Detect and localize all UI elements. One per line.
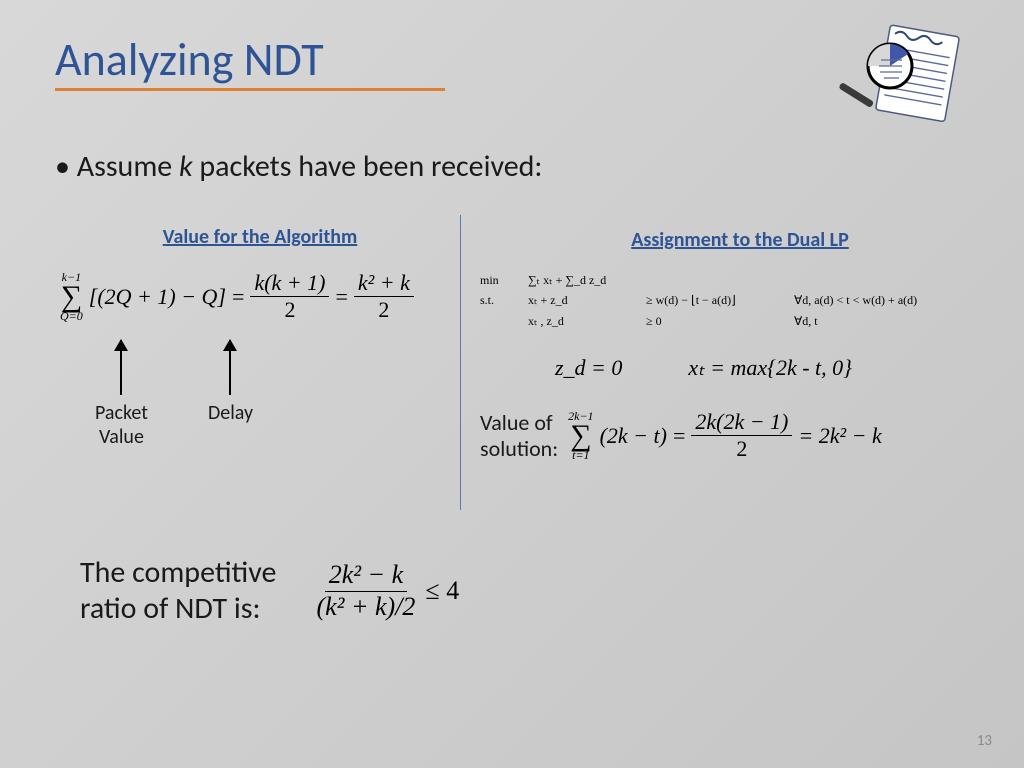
left-column: Value for the Algorithm k−1 ∑ Q=0 [(2Q +… bbox=[60, 225, 460, 322]
right-column: Assignment to the Dual LP min ∑ₜ xₜ + ∑_… bbox=[480, 228, 1000, 331]
bottom-text: The competitive ratio of NDT is: bbox=[80, 555, 276, 627]
bullet-assume: Assume k packets have been received: bbox=[55, 148, 542, 185]
page-number: 13 bbox=[977, 732, 992, 750]
cr-den: (k² + k)/2 bbox=[316, 592, 415, 622]
left-heading: Value for the Algorithm bbox=[60, 225, 460, 249]
zd: z_d = 0 bbox=[555, 355, 622, 380]
vs-tail: = 2k² − k bbox=[798, 423, 881, 449]
frac2-num: k² + k bbox=[354, 271, 414, 297]
clipart-magnifier-doc bbox=[834, 20, 974, 130]
frac1-num: k(k + 1) bbox=[250, 271, 329, 297]
right-heading: Assignment to the Dual LP bbox=[480, 228, 1000, 252]
lp-block: min ∑ₜ xₜ + ∑_d z_d s.t. xₜ + z_d ≥ w(d)… bbox=[480, 270, 1000, 331]
arrows: Packet Value Delay bbox=[95, 340, 253, 449]
label-packet-value: Packet Value bbox=[95, 401, 148, 449]
lp-r3-c3: ≥ 0 bbox=[646, 311, 776, 331]
vs-den: 2 bbox=[736, 436, 747, 461]
lp-r3-c4: ∀d, t bbox=[794, 311, 818, 331]
lp-r1-c2: ∑ₜ xₜ + ∑_d z_d bbox=[528, 270, 628, 290]
bullet-suffix: packets have been received: bbox=[193, 148, 543, 185]
bullet-var: k bbox=[179, 148, 193, 185]
label-delay: Delay bbox=[208, 401, 253, 425]
cr-rhs: ≤ 4 bbox=[425, 576, 459, 606]
vs-num: 2k(2k − 1) bbox=[691, 410, 792, 436]
lp-r1-c1: min bbox=[480, 270, 510, 290]
column-divider bbox=[460, 215, 461, 510]
bullet-prefix: Assume bbox=[77, 148, 179, 185]
vs-lower: t=1 bbox=[572, 449, 589, 461]
frac1-den: 2 bbox=[284, 297, 295, 322]
zx-assignments: z_d = 0 xₜ = max{2k - t, 0} bbox=[555, 355, 852, 381]
value-of-solution: Value of solution: 2k−1 ∑ t=1 (2k − t) =… bbox=[480, 410, 882, 461]
competitive-ratio: The competitive ratio of NDT is: 2k² − k… bbox=[80, 555, 459, 627]
arrow-packet-value bbox=[120, 340, 122, 395]
sum-body: [(2Q + 1) − Q] bbox=[89, 284, 226, 310]
lp-r3-c2: xₜ , z_d bbox=[528, 311, 628, 331]
sum-lower: Q=0 bbox=[60, 310, 83, 322]
lp-r2-c2: xₜ + z_d bbox=[528, 290, 628, 310]
cr-num: 2k² − k bbox=[325, 561, 407, 592]
valsol-label: Value of solution: bbox=[480, 410, 558, 461]
arrow-delay bbox=[229, 340, 231, 395]
lp-r2-c3: ≥ w(d) − ⌊t − a(d)⌋ bbox=[646, 290, 776, 310]
xt: xₜ = max{2k - t, 0} bbox=[688, 355, 852, 380]
lp-r2-c4: ∀d, a(d) < t < w(d) + a(d) bbox=[794, 290, 917, 310]
frac2-den: 2 bbox=[378, 297, 389, 322]
lp-r2-c1: s.t. bbox=[480, 290, 510, 310]
slide-title: Analyzing NDT bbox=[55, 32, 445, 91]
left-equation: k−1 ∑ Q=0 [(2Q + 1) − Q] = k(k + 1) 2 = … bbox=[60, 271, 460, 322]
vs-body: (2k − t) bbox=[600, 423, 667, 449]
